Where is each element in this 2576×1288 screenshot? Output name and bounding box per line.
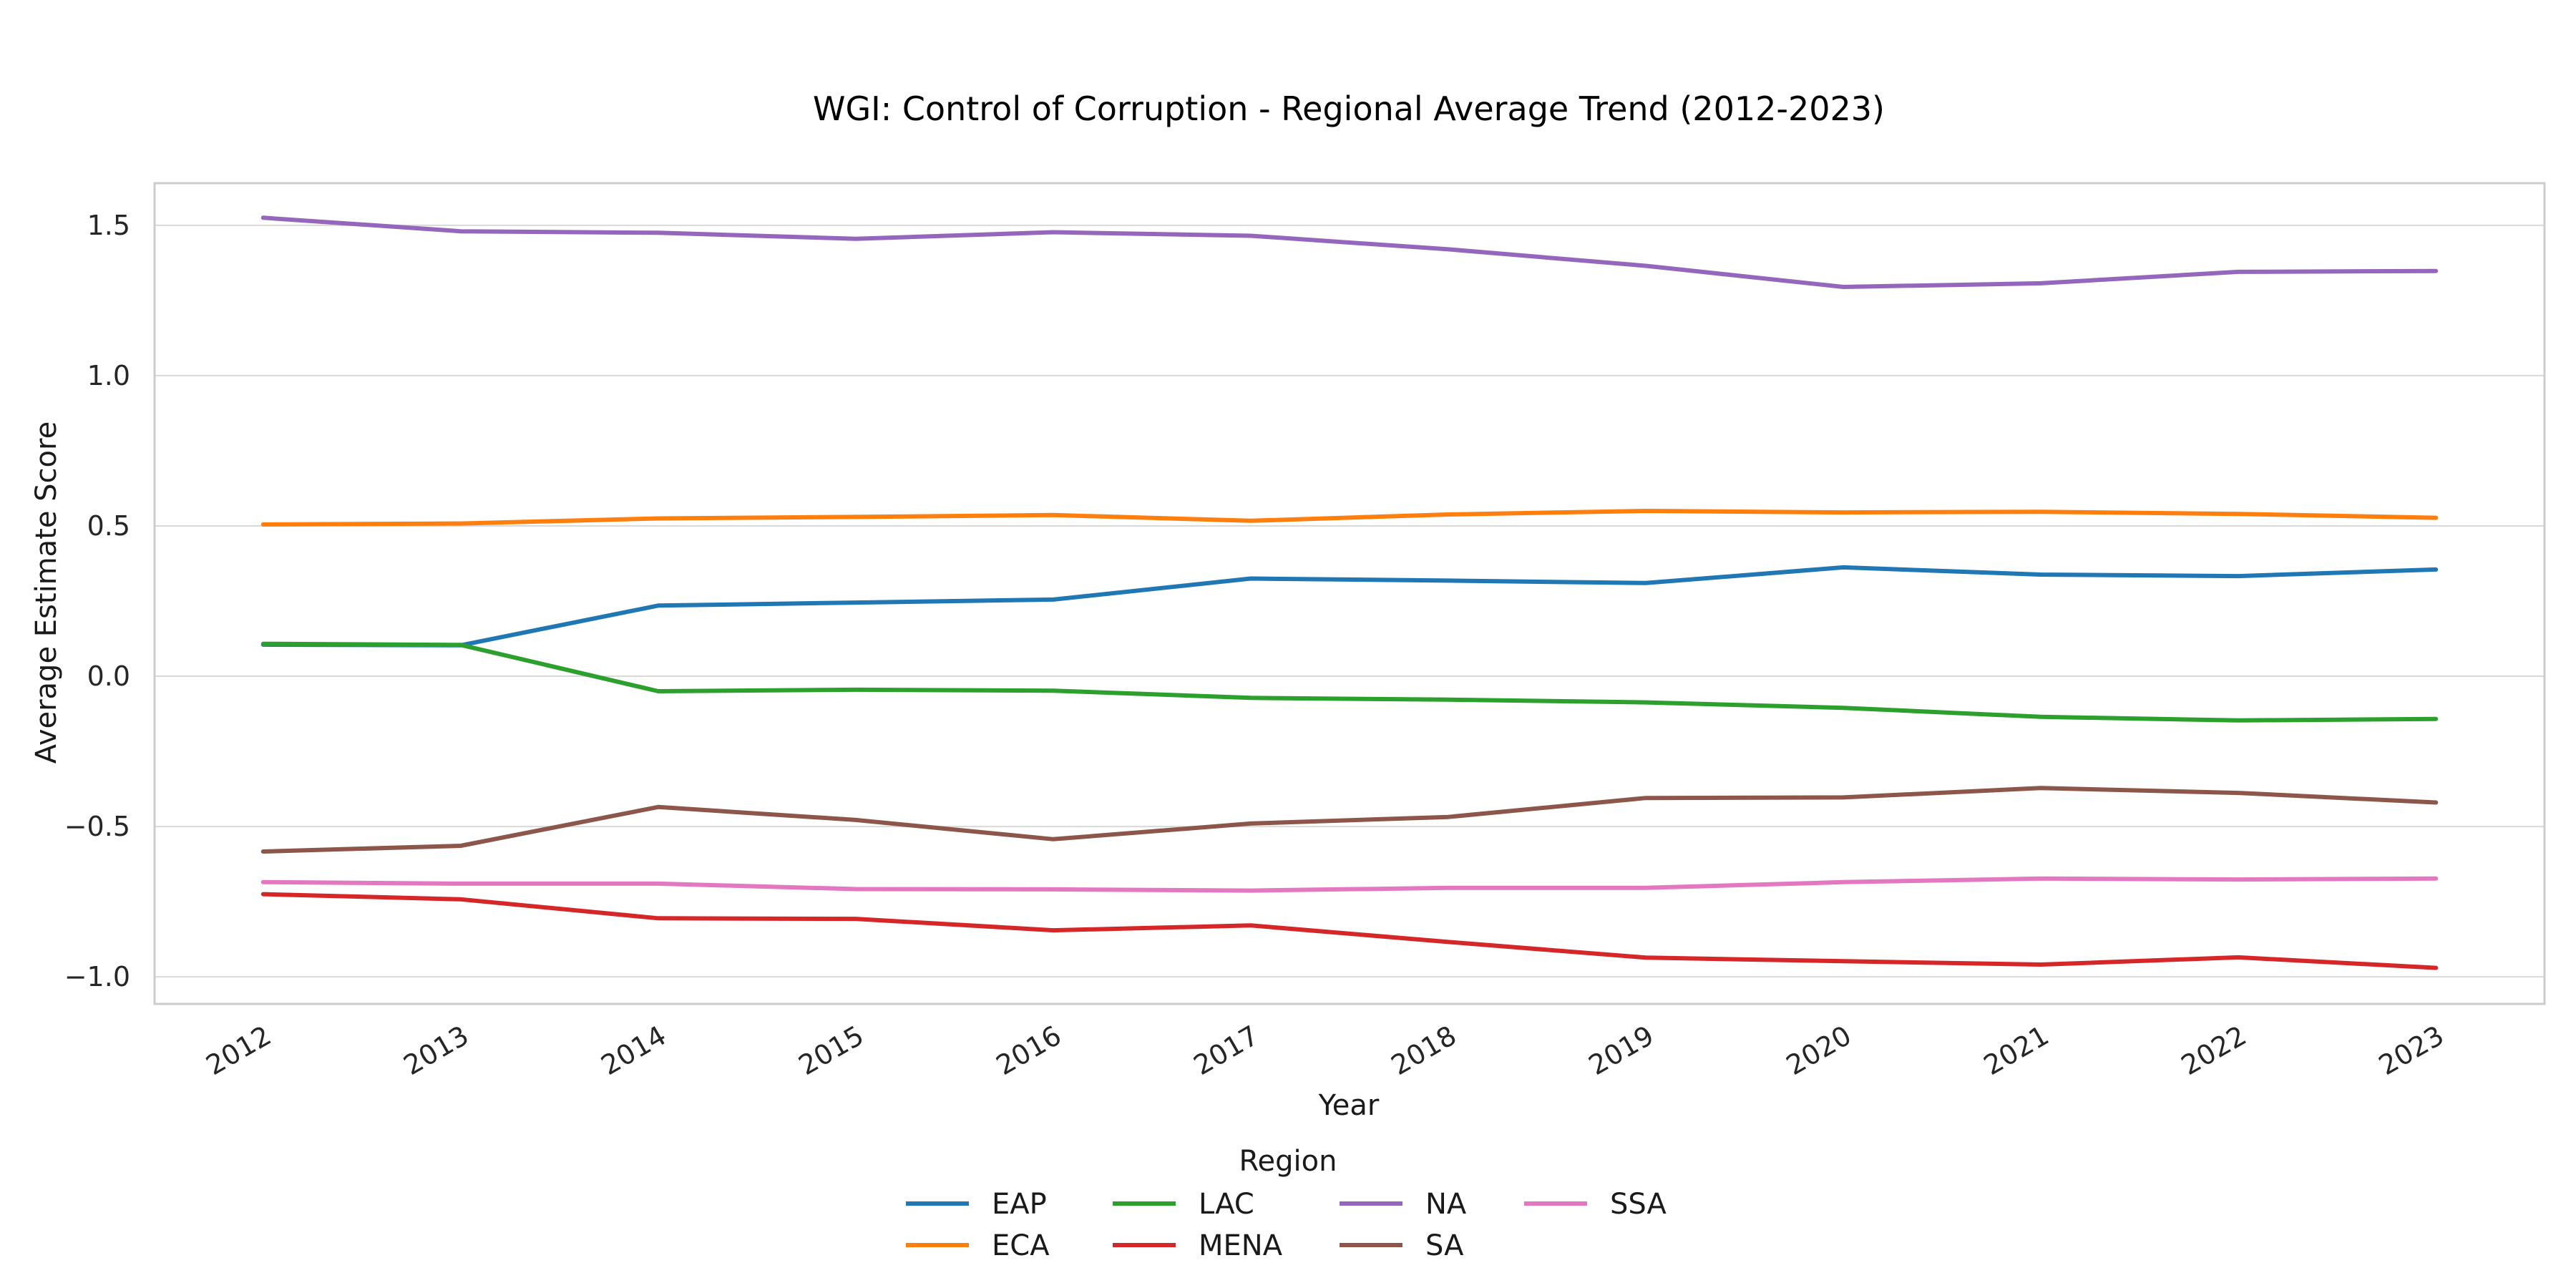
series-line-na <box>260 215 2439 289</box>
chart-title: WGI: Control of Corruption - Regional Av… <box>813 89 1885 128</box>
x-tick-label: 2015 <box>794 1020 869 1081</box>
series-line-eap <box>260 565 2439 648</box>
x-tick-labels: 2012 2013 2014 2015 2016 2017 2018 2019 2020 2021… <box>201 1020 2449 1081</box>
x-tick-label: 2021 <box>1979 1020 2054 1081</box>
legend-label-mena: MENA <box>1199 1229 1283 1262</box>
y-axis-label: Average Estimate Score <box>30 421 63 763</box>
legend-label-na: NA <box>1425 1188 1467 1221</box>
plot-area <box>153 182 2546 1005</box>
x-tick-label: 2013 <box>399 1020 474 1081</box>
y-tick-labels: −1.0 −0.5 0.0 0.5 1.0 1.5 <box>64 210 130 992</box>
y-tick-label: 1.0 <box>87 360 130 391</box>
series-line-mena <box>260 892 2439 970</box>
x-tick-label: 2023 <box>2373 1020 2449 1081</box>
series-line-ssa <box>260 876 2439 893</box>
legend-label-eca: ECA <box>992 1229 1050 1262</box>
legend-label-lac: LAC <box>1199 1188 1254 1221</box>
y-tick-label: 0.0 <box>87 660 130 692</box>
x-tick-label: 2022 <box>2176 1020 2252 1081</box>
y-tick-label: −0.5 <box>64 811 130 842</box>
series-line-lac <box>260 641 2439 723</box>
x-tick-label: 2012 <box>201 1020 277 1081</box>
series-line-sa <box>260 786 2439 854</box>
legend-label-ssa: SSA <box>1610 1188 1667 1221</box>
x-tick-label: 2016 <box>991 1020 1067 1081</box>
legend-items: EAP ECA LAC MENA NA SA SSA <box>906 1188 1667 1262</box>
x-tick-label: 2017 <box>1189 1020 1264 1081</box>
legend-label-eap: EAP <box>992 1188 1047 1221</box>
x-axis-label: Year <box>1318 1089 1380 1122</box>
x-tick-label: 2019 <box>1584 1020 1659 1081</box>
legend: Region EAP ECA LAC MENA NA SA SSA <box>906 1145 1667 1262</box>
x-tick-label: 2014 <box>596 1020 672 1081</box>
y-tick-label: 0.5 <box>87 510 130 542</box>
y-tick-label: 1.5 <box>87 210 130 241</box>
series-line-eca <box>260 509 2439 527</box>
x-tick-label: 2018 <box>1386 1020 1462 1081</box>
x-tick-label: 2020 <box>1781 1020 1857 1081</box>
gridlines <box>155 224 2545 978</box>
series-lines <box>260 215 2439 970</box>
y-tick-label: −1.0 <box>64 961 130 992</box>
legend-label-sa: SA <box>1425 1229 1464 1262</box>
legend-title: Region <box>1239 1145 1337 1178</box>
